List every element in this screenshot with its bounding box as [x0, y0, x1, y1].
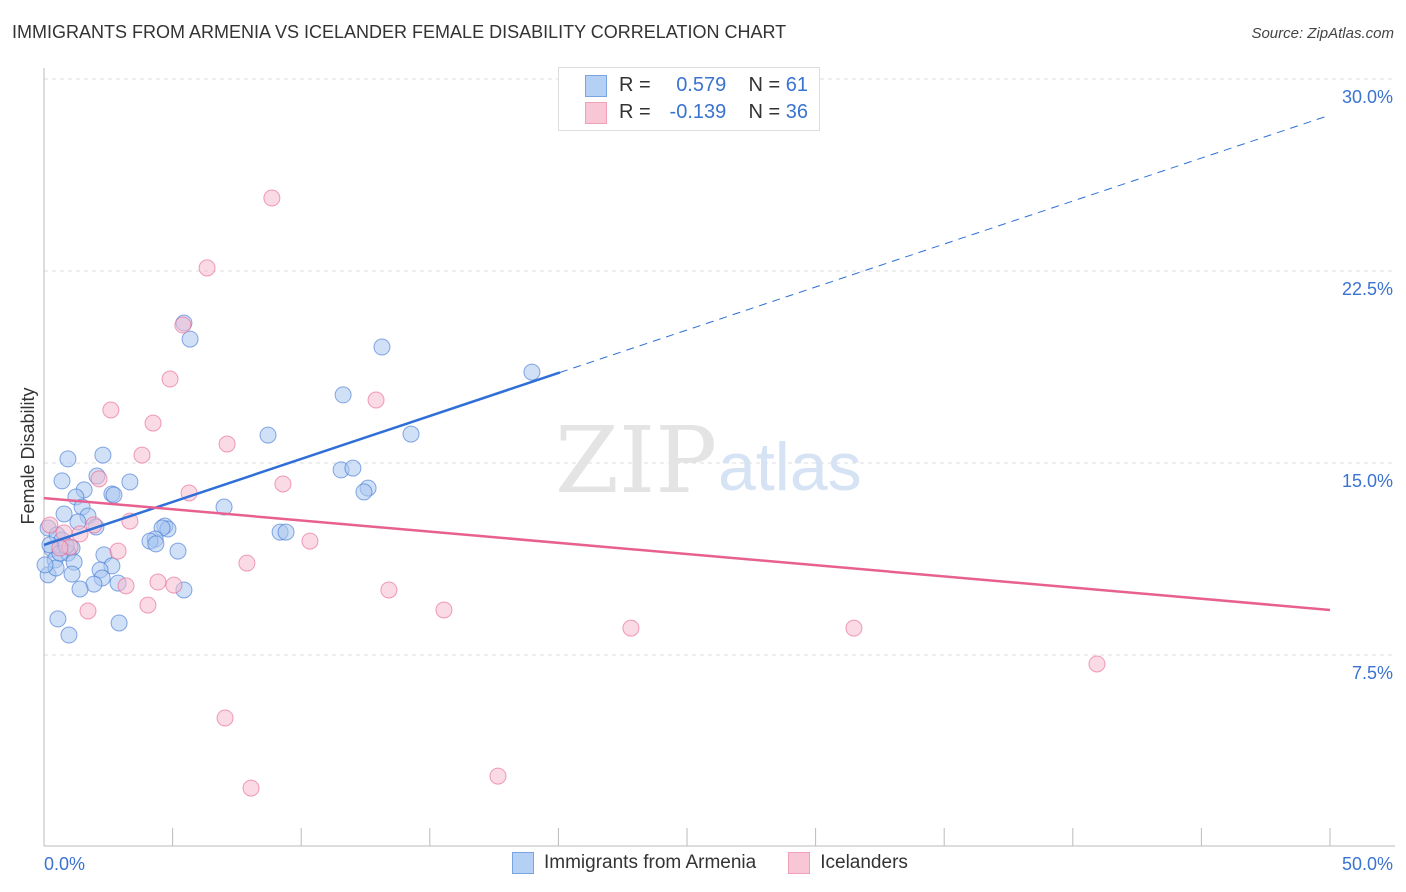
armenia-point [53, 472, 71, 490]
n-label: N = [748, 74, 781, 96]
icelanders-point [489, 767, 507, 785]
pink-swatch [585, 101, 607, 124]
icelanders-point [41, 516, 59, 534]
stats-legend: R = 0.579 N = 61 R = -0.139 N = 36 [558, 67, 820, 131]
armenia-point [523, 363, 541, 381]
legend-label-icelanders: Icelanders [820, 852, 908, 873]
r-label: R = [619, 101, 651, 123]
icelanders-point [139, 596, 157, 614]
icelanders-point [117, 577, 135, 595]
y-axis-label: Female Disability [18, 387, 38, 524]
icelanders-point [149, 573, 167, 591]
icelanders-point [133, 446, 151, 464]
x-tick-label: 50.0% [1342, 854, 1393, 874]
armenia-point [334, 386, 352, 404]
legend-row-icelanders: R = -0.139 N = 36 [585, 101, 808, 124]
armenia-point [71, 580, 89, 598]
n-value: 36 [785, 101, 808, 123]
armenia-trend-line [43, 371, 561, 547]
icelanders-point [161, 370, 179, 388]
icelanders-point [622, 619, 640, 637]
armenia-point [215, 498, 233, 516]
icelanders-point [218, 435, 236, 453]
armenia-point [259, 426, 277, 444]
icelanders-point [380, 581, 398, 599]
y-tick-label: 30.0% [1342, 87, 1393, 107]
icelanders-point [90, 470, 108, 488]
pink-swatch [788, 852, 811, 874]
chart-source: Source: ZipAtlas.com [1251, 25, 1394, 42]
armenia-point [63, 565, 81, 583]
r-value: 0.579 [676, 74, 727, 96]
armenia-point [355, 483, 373, 501]
armenia-point [277, 523, 295, 541]
n-value: 61 [785, 74, 808, 96]
blue-swatch [585, 74, 607, 97]
armenia-trend-extension [559, 114, 1331, 373]
armenia-point [373, 338, 391, 356]
armenia-point [55, 505, 73, 523]
armenia-point [36, 556, 54, 574]
icelanders-point [301, 532, 319, 550]
armenia-point [181, 330, 199, 348]
r-label: R = [619, 74, 651, 96]
icelanders-trend-line [43, 496, 1331, 612]
icelanders-point [198, 259, 216, 277]
icelanders-point [435, 601, 453, 619]
armenia-point [344, 459, 362, 477]
armenia-point [59, 450, 77, 468]
watermark-atlas: atlas [718, 429, 862, 505]
blue-swatch [512, 852, 534, 874]
armenia-point [105, 486, 123, 504]
chart-title: IMMIGRANTS FROM ARMENIA VS ICELANDER FEM… [12, 22, 787, 42]
icelanders-point [845, 619, 863, 637]
series-legend: Immigrants from Armenia Icelanders [512, 852, 908, 874]
icelanders-point [263, 189, 281, 207]
y-tick-label: 22.5% [1342, 279, 1393, 299]
x-tick-label: 0.0% [44, 854, 85, 874]
icelanders-point [174, 316, 192, 334]
watermark-zip: ZIP [555, 407, 717, 514]
legend-label-armenia: Immigrants from Armenia [544, 852, 757, 873]
legend-row-armenia: R = 0.579 N = 61 [585, 74, 808, 97]
y-tick-label: 15.0% [1342, 471, 1393, 491]
icelanders-point [144, 414, 162, 432]
r-value: -0.139 [669, 101, 727, 123]
icelanders-point [367, 391, 385, 409]
armenia-point [49, 610, 67, 628]
armenia-point [94, 446, 112, 464]
armenia-point [121, 473, 139, 491]
icelanders-point [216, 709, 234, 727]
icelanders-point [109, 542, 127, 560]
icelanders-point [102, 401, 120, 419]
icelanders-point [1088, 655, 1106, 673]
icelanders-point [165, 576, 183, 594]
armenia-point [147, 535, 165, 553]
icelanders-point [274, 475, 292, 493]
icelanders-point [238, 554, 256, 572]
armenia-point [110, 614, 128, 632]
n-label: N = [748, 101, 781, 123]
armenia-point [60, 626, 78, 644]
y-tick-label: 7.5% [1352, 663, 1393, 683]
icelanders-point [79, 602, 97, 620]
armenia-point [402, 425, 420, 443]
armenia-point [169, 542, 187, 560]
icelanders-point [242, 779, 260, 797]
